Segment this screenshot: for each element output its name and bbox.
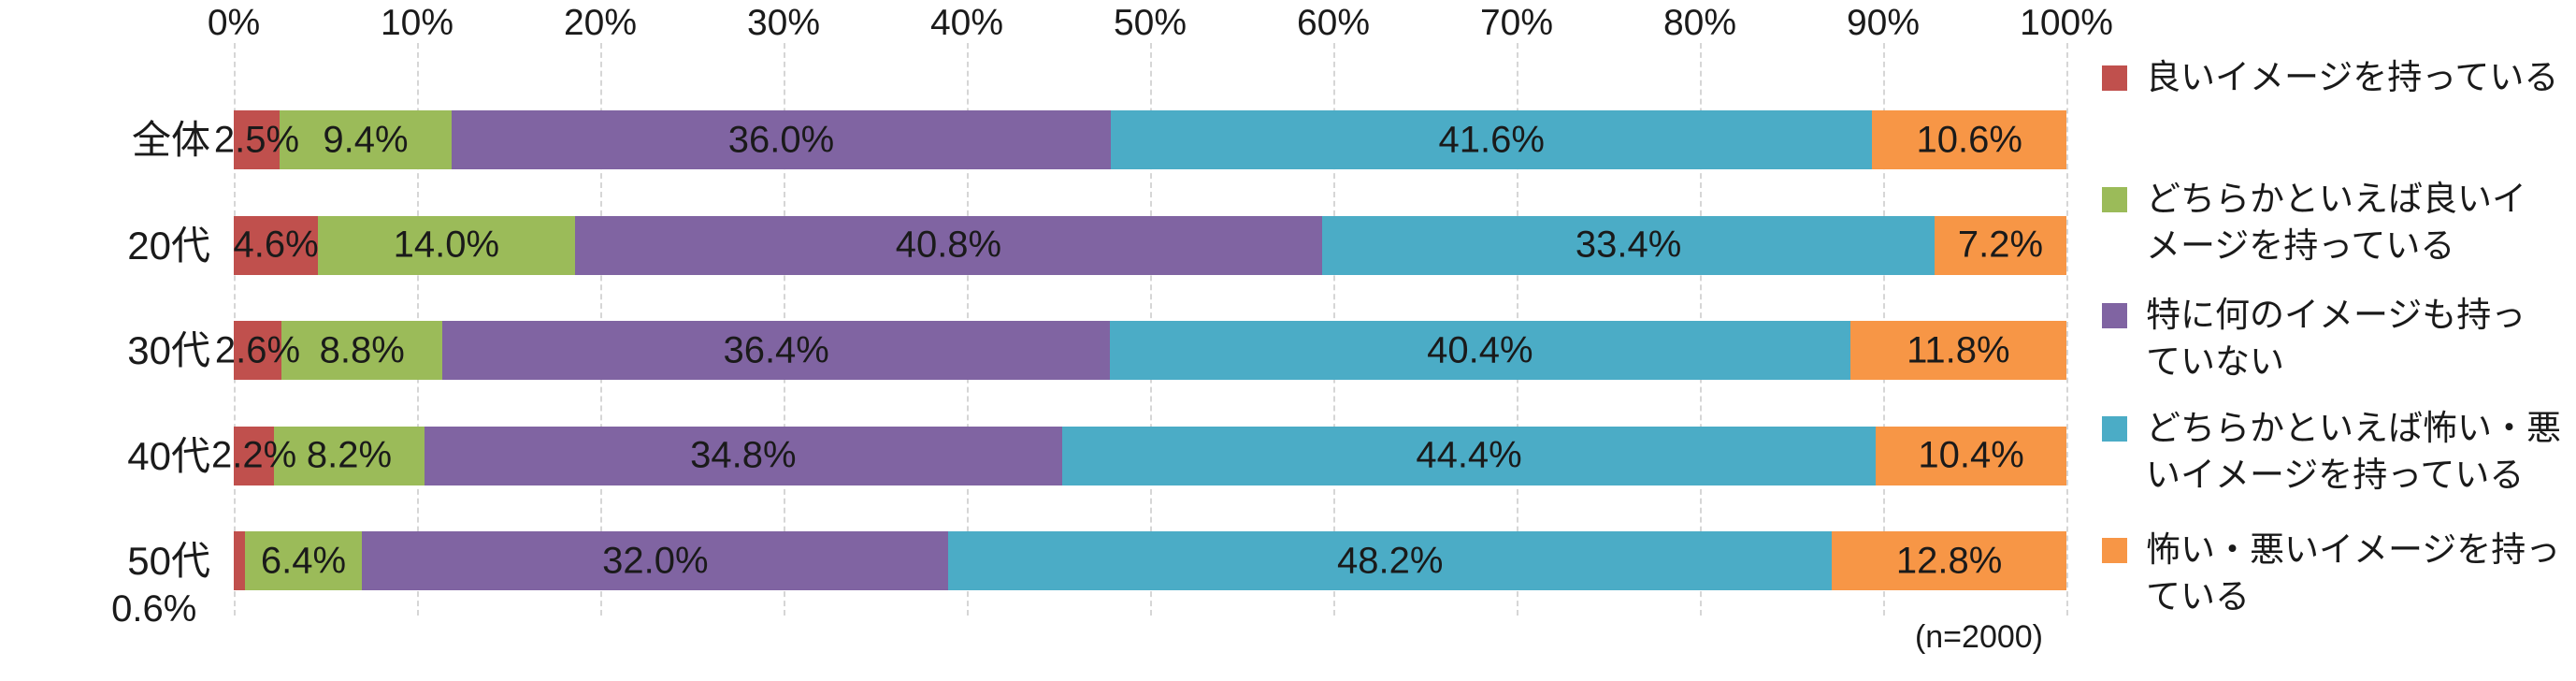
- bar-segment: 10.4%: [1876, 426, 2066, 485]
- segment-value-label: 32.0%: [602, 540, 709, 581]
- x-axis-tick-label: 70%: [1479, 3, 1554, 43]
- segment-value-label: 10.6%: [1916, 119, 2022, 160]
- segment-value-label: 14.0%: [393, 224, 500, 266]
- bar-segment: 8.2%: [274, 426, 425, 485]
- legend-swatch: [2102, 65, 2127, 91]
- x-axis-tick-label: 80%: [1662, 3, 1737, 43]
- segment-value-label: 7.2%: [1957, 224, 2044, 266]
- x-axis-tick-label: 30%: [746, 3, 821, 43]
- bar-segment: 7.2%: [1934, 215, 2067, 275]
- legend-item: 良いイメージを持っている: [2102, 54, 2558, 101]
- bar-row: 4.6% 14.0% 40.8% 33.4% 7.2%: [233, 215, 2067, 275]
- bar-segment: 8.8%: [281, 321, 443, 380]
- segment-value-label: 2.5%: [213, 119, 300, 160]
- legend-swatch: [2102, 416, 2127, 442]
- bar-row: 2.2% 8.2% 34.8% 44.4% 10.4%: [211, 426, 2066, 485]
- bar-segment: 32.0%: [362, 531, 949, 590]
- legend-swatch: [2102, 187, 2127, 212]
- segment-value-label: 36.0%: [727, 119, 835, 160]
- bar-row: 2.5% 9.4% 36.0% 41.6% 10.6%: [214, 110, 2066, 169]
- gridline: [2066, 43, 2068, 616]
- category-label: 40代: [127, 433, 210, 478]
- bar-segment: 0.6%: [111, 531, 245, 630]
- legend-swatch: [2102, 303, 2127, 328]
- bar-segment: 44.4%: [1061, 426, 1877, 485]
- x-axis-tick-label: 40%: [929, 3, 1004, 43]
- segment-value-label: 8.8%: [319, 329, 405, 370]
- segment-value-label: 9.4%: [323, 119, 409, 160]
- segment-value-label: 4.6%: [233, 224, 319, 266]
- bar-row: 0.6% 6.4% 32.0% 48.2% 12.8%: [111, 531, 2066, 630]
- segment-value-label: 8.2%: [306, 434, 393, 476]
- legend-swatch: [2102, 538, 2127, 563]
- legend-label: どちらかといえば怖い・悪 いイメージを持っている: [2146, 409, 2561, 494]
- segment-value-label: 48.2%: [1337, 540, 1444, 581]
- bar-segment: 40.4%: [1109, 321, 1850, 380]
- x-axis-tick-label: 10%: [380, 3, 454, 43]
- bar-segment: 2.6%: [215, 321, 300, 380]
- segment-value-label: 33.4%: [1575, 224, 1682, 266]
- bar-segment: 9.4%: [279, 110, 453, 169]
- category-label: 50代: [127, 539, 210, 583]
- x-axis-tick-label: 20%: [563, 3, 638, 43]
- segment-value-label: 40.8%: [895, 224, 1002, 266]
- x-axis-tick-label: 60%: [1296, 3, 1371, 43]
- sample-size-note: (n=2000): [1914, 619, 2043, 655]
- legend-item: どちらかといえば怖い・悪 いイメージを持っている: [2102, 405, 2561, 499]
- segment-value-label: 41.6%: [1438, 119, 1545, 160]
- segment-value-label: 36.4%: [723, 329, 829, 370]
- bar-segment: 2.5%: [214, 110, 299, 169]
- x-axis-tick-label: 100%: [2020, 3, 2113, 43]
- x-axis-tick-label: 0%: [207, 3, 261, 43]
- x-axis-tick-label: 90%: [1846, 3, 1921, 43]
- legend-label: 特に何のイメージも持っ ていない: [2146, 296, 2526, 381]
- segment-value-label: 34.8%: [690, 434, 797, 476]
- legend-item: どちらかといえば良いイ メージを持っている: [2102, 176, 2526, 269]
- bar-segment: 48.2%: [948, 531, 1833, 590]
- legend-label: 怖い・悪いイメージを持っ ている: [2146, 530, 2561, 616]
- legend-item: 怖い・悪いイメージを持っ ている: [2102, 527, 2560, 620]
- segment-value-label: 12.8%: [1895, 540, 2003, 581]
- bar-segment: 11.8%: [1849, 321, 2066, 380]
- segment-value-label: 10.4%: [1918, 434, 2024, 476]
- segment-value-label: 2.2%: [210, 434, 297, 476]
- bar-segment: 14.0%: [318, 215, 575, 275]
- x-axis-tick-label: 50%: [1113, 3, 1187, 43]
- category-label: 20代: [127, 223, 210, 268]
- category-label: 全体: [131, 118, 210, 162]
- bar-segment: 34.8%: [424, 426, 1062, 485]
- legend-label: どちらかといえば良いイ メージを持っている: [2146, 180, 2526, 265]
- bar-segment: 6.4%: [244, 531, 363, 590]
- segment-value-label: 11.8%: [1907, 329, 2010, 370]
- bar-segment: 2.2%: [211, 426, 296, 485]
- legend: 良いイメージを持っているどちらかといえば良いイ メージを持っている 特に何のイメー…: [2102, 0, 2576, 681]
- bar-segment: 12.8%: [1832, 531, 2066, 590]
- segment-value-label: 2.6%: [214, 329, 301, 370]
- segment-value-label: 0.6%: [111, 588, 197, 630]
- segment-value-label: 6.4%: [260, 540, 347, 581]
- bar-segment: 10.6%: [1872, 110, 2066, 169]
- bar-segment: 40.8%: [574, 215, 1323, 275]
- category-label: 30代: [127, 328, 210, 372]
- bar-segment: 36.0%: [452, 110, 1111, 169]
- segment-value-label: 40.4%: [1427, 329, 1533, 370]
- legend-item: 特に何のイメージも持っ ていない: [2102, 292, 2526, 385]
- bar-segment: 36.4%: [442, 321, 1110, 380]
- bar-row: 2.6% 8.8% 36.4% 40.4% 11.8%: [215, 321, 2066, 380]
- bar-segment: 41.6%: [1110, 110, 1873, 169]
- bar-segment: 4.6%: [233, 215, 319, 275]
- bar-segment: 33.4%: [1322, 215, 1935, 275]
- legend-label: 良いイメージを持っている: [2146, 58, 2559, 96]
- segment-value-label: 44.4%: [1416, 434, 1522, 476]
- plot-area: (n=2000) 0% 10% 20% 30% 40% 50% 60% 70% 80% 90% 10…: [111, 4, 2113, 656]
